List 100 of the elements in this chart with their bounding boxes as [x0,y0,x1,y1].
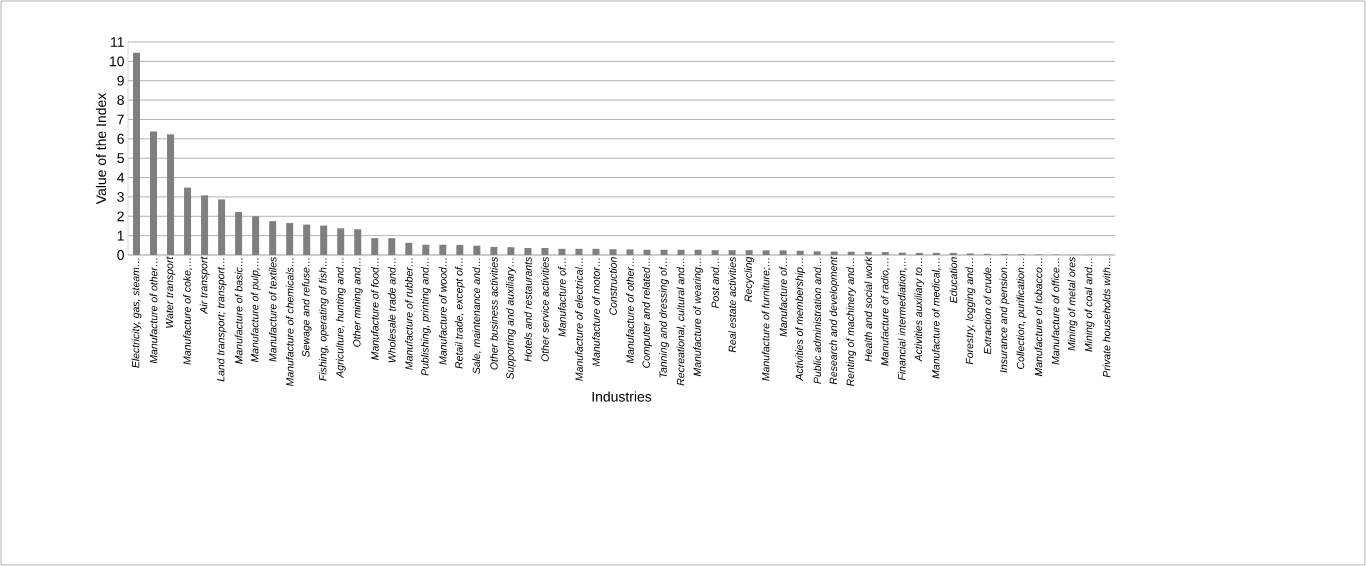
y-tick-label: 9 [117,75,124,86]
x-tick-label: Manufacture of basic… [234,258,243,364]
x-tick-label: Manufacture of… [558,258,566,337]
x-tick-label: Forestry, logging and… [965,258,976,365]
y-tick-label: 0 [117,250,124,260]
x-tick-label: Supporting and auxiliary… [506,258,516,380]
x-tick-label: Mining of coal and… [1084,258,1095,352]
x-tick-label: Tanning and dressing of… [659,258,669,378]
bar [507,247,515,255]
bar [235,212,243,255]
bar [779,250,787,255]
x-tick-label: Real estate activities [728,256,736,353]
bar [184,187,192,255]
bar [541,248,549,255]
bar [728,250,736,255]
x-tick-label: Air transport [199,256,210,315]
bar [388,238,396,255]
x-axis-title: Industries [592,391,652,402]
bar [949,252,957,255]
bar [609,249,617,255]
bar [915,252,923,255]
x-tick-label: Manufacture of electrical… [575,258,583,381]
bar [133,52,141,255]
x-tick-label: Manufacture of coke,… [183,258,193,365]
bar [286,223,294,255]
x-tick-label: Hotels and restaurants [524,256,532,362]
x-tick-label: Land transport; transport… [216,258,227,382]
bar [745,250,753,255]
x-tick-label: Manufacture of other… [149,258,158,364]
y-tick-label: 11 [111,37,124,47]
bar [167,134,175,255]
x-tick-label: Manufacture of chemicals… [285,258,294,387]
x-tick-label: Manufacture of textiles [268,256,277,362]
x-tick-label: Private households with… [1102,258,1111,378]
bar [694,249,702,255]
y-tick-label: 3 [117,191,124,202]
bar [269,221,277,255]
x-tick-label: Manufacture of motor… [592,258,600,367]
x-tick-label: Manufacture of food… [370,258,379,360]
x-tick-label: Manufacture of pulp,… [250,258,261,363]
bar [320,225,328,255]
x-tick-label: Health and social work [864,256,873,362]
x-tick-label: Public administration and… [813,258,822,384]
x-tick-label: Manufacture of medical,… [931,258,941,379]
x-tick-label: Wholesale trade and… [387,258,396,363]
x-tick-label: Manufacture of wearing… [693,258,703,377]
x-tick-label: Renting of machinery and… [846,258,857,387]
x-tick-label: Manufacture of furniture;… [761,258,771,381]
bar [592,248,600,255]
x-tick-label: Fishing, operating of fish… [318,258,329,381]
x-tick-label: Insurance and pension… [999,258,1010,373]
bar [575,248,583,255]
bar [405,242,413,255]
bar [660,249,668,255]
y-tick-label: 5 [117,153,124,164]
x-tick-label: Water transport [165,256,176,328]
bar [796,250,804,255]
bar [422,244,430,255]
x-tick-label: Manufacture of… [779,258,788,337]
x-tick-label: Agriculture, hunting and… [335,258,346,379]
x-tick-label: Post and… [711,258,719,309]
bar [473,245,481,255]
bar [524,248,532,255]
x-tick-label: Manufacture of tobacco… [1034,258,1043,377]
x-tick-label: Manufacture of office… [1051,258,1060,365]
bar [643,249,651,255]
x-tick-label: Recycling [744,256,755,302]
x-tick-label: Manufacture of rubber… [404,258,413,370]
bar [371,238,379,255]
y-tick-label: 8 [117,95,124,106]
x-tick-label: Activities of membership… [795,258,806,382]
x-tick-label: Financial intermediation,… [897,258,907,381]
y-tick-label: 2 [117,211,124,222]
x-tick-label: Other business activities [490,256,498,370]
x-tick-label: Manufacture of other… [626,258,634,364]
bar [558,248,566,255]
x-tick-label: Research and development [829,256,840,385]
bar [252,216,260,255]
x-tick-label: Publishing, printing and… [420,258,431,376]
x-tick-label: Computer and related… [642,258,652,368]
x-tick-label: Construction [609,257,617,315]
y-axis-title: Value of the Index [95,92,107,205]
bar [354,229,362,255]
x-tick-label: Sewage and refuse… [301,258,312,358]
x-tick-label: Other mining and… [352,258,363,347]
x-tick-label: Other service activities [541,256,549,362]
x-tick-label: Education [949,257,958,303]
bar [456,244,464,255]
x-tick-label: Collection, purification… [1016,258,1027,369]
bar [201,195,209,255]
x-tick-label: Sale, maintenance and… [472,258,482,374]
bar [337,228,345,255]
y-tick-label: 10 [110,56,124,67]
bar [864,251,872,255]
bar [150,131,158,255]
bar [847,251,855,255]
bar [932,252,940,255]
x-tick-label: Activities auxiliary to… [914,258,925,362]
bar [677,249,685,255]
bar [626,249,634,255]
